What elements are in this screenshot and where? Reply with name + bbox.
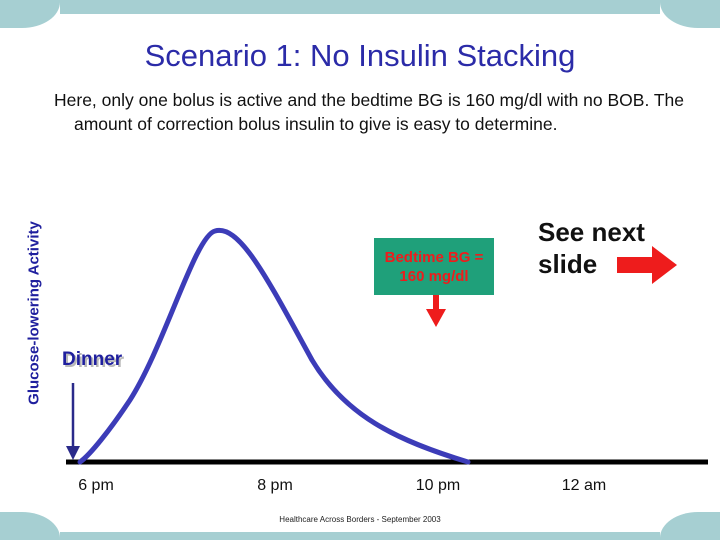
x-tick-label: 10 pm bbox=[415, 477, 461, 494]
intro-text: Here, only one bolus is active and the b… bbox=[54, 90, 685, 134]
bedtime-arrow bbox=[426, 295, 446, 327]
x-tick-label: 6 pm bbox=[78, 477, 114, 494]
dinner-arrow bbox=[66, 383, 80, 460]
x-tick-label: 12 am bbox=[561, 477, 607, 494]
frame-top-bar bbox=[60, 0, 660, 14]
see-next-slide-text: See next slide bbox=[538, 217, 645, 279]
frame-bottom-bar bbox=[60, 532, 660, 540]
slide-title: Scenario 1: No Insulin Stacking bbox=[144, 38, 576, 73]
x-tick-label: 8 pm bbox=[257, 477, 293, 494]
bedtime-bg-label: Bedtime BG = 160 mg/dl bbox=[384, 248, 484, 285]
bedtime-bg-box: Bedtime BG = 160 mg/dl bbox=[374, 238, 494, 295]
dinner-label: Dinner bbox=[62, 349, 123, 370]
insulin-activity-curve bbox=[77, 227, 471, 465]
next-slide-arrow-icon bbox=[617, 246, 677, 284]
footer-text: Healthcare Across Borders - September 20… bbox=[279, 515, 441, 524]
